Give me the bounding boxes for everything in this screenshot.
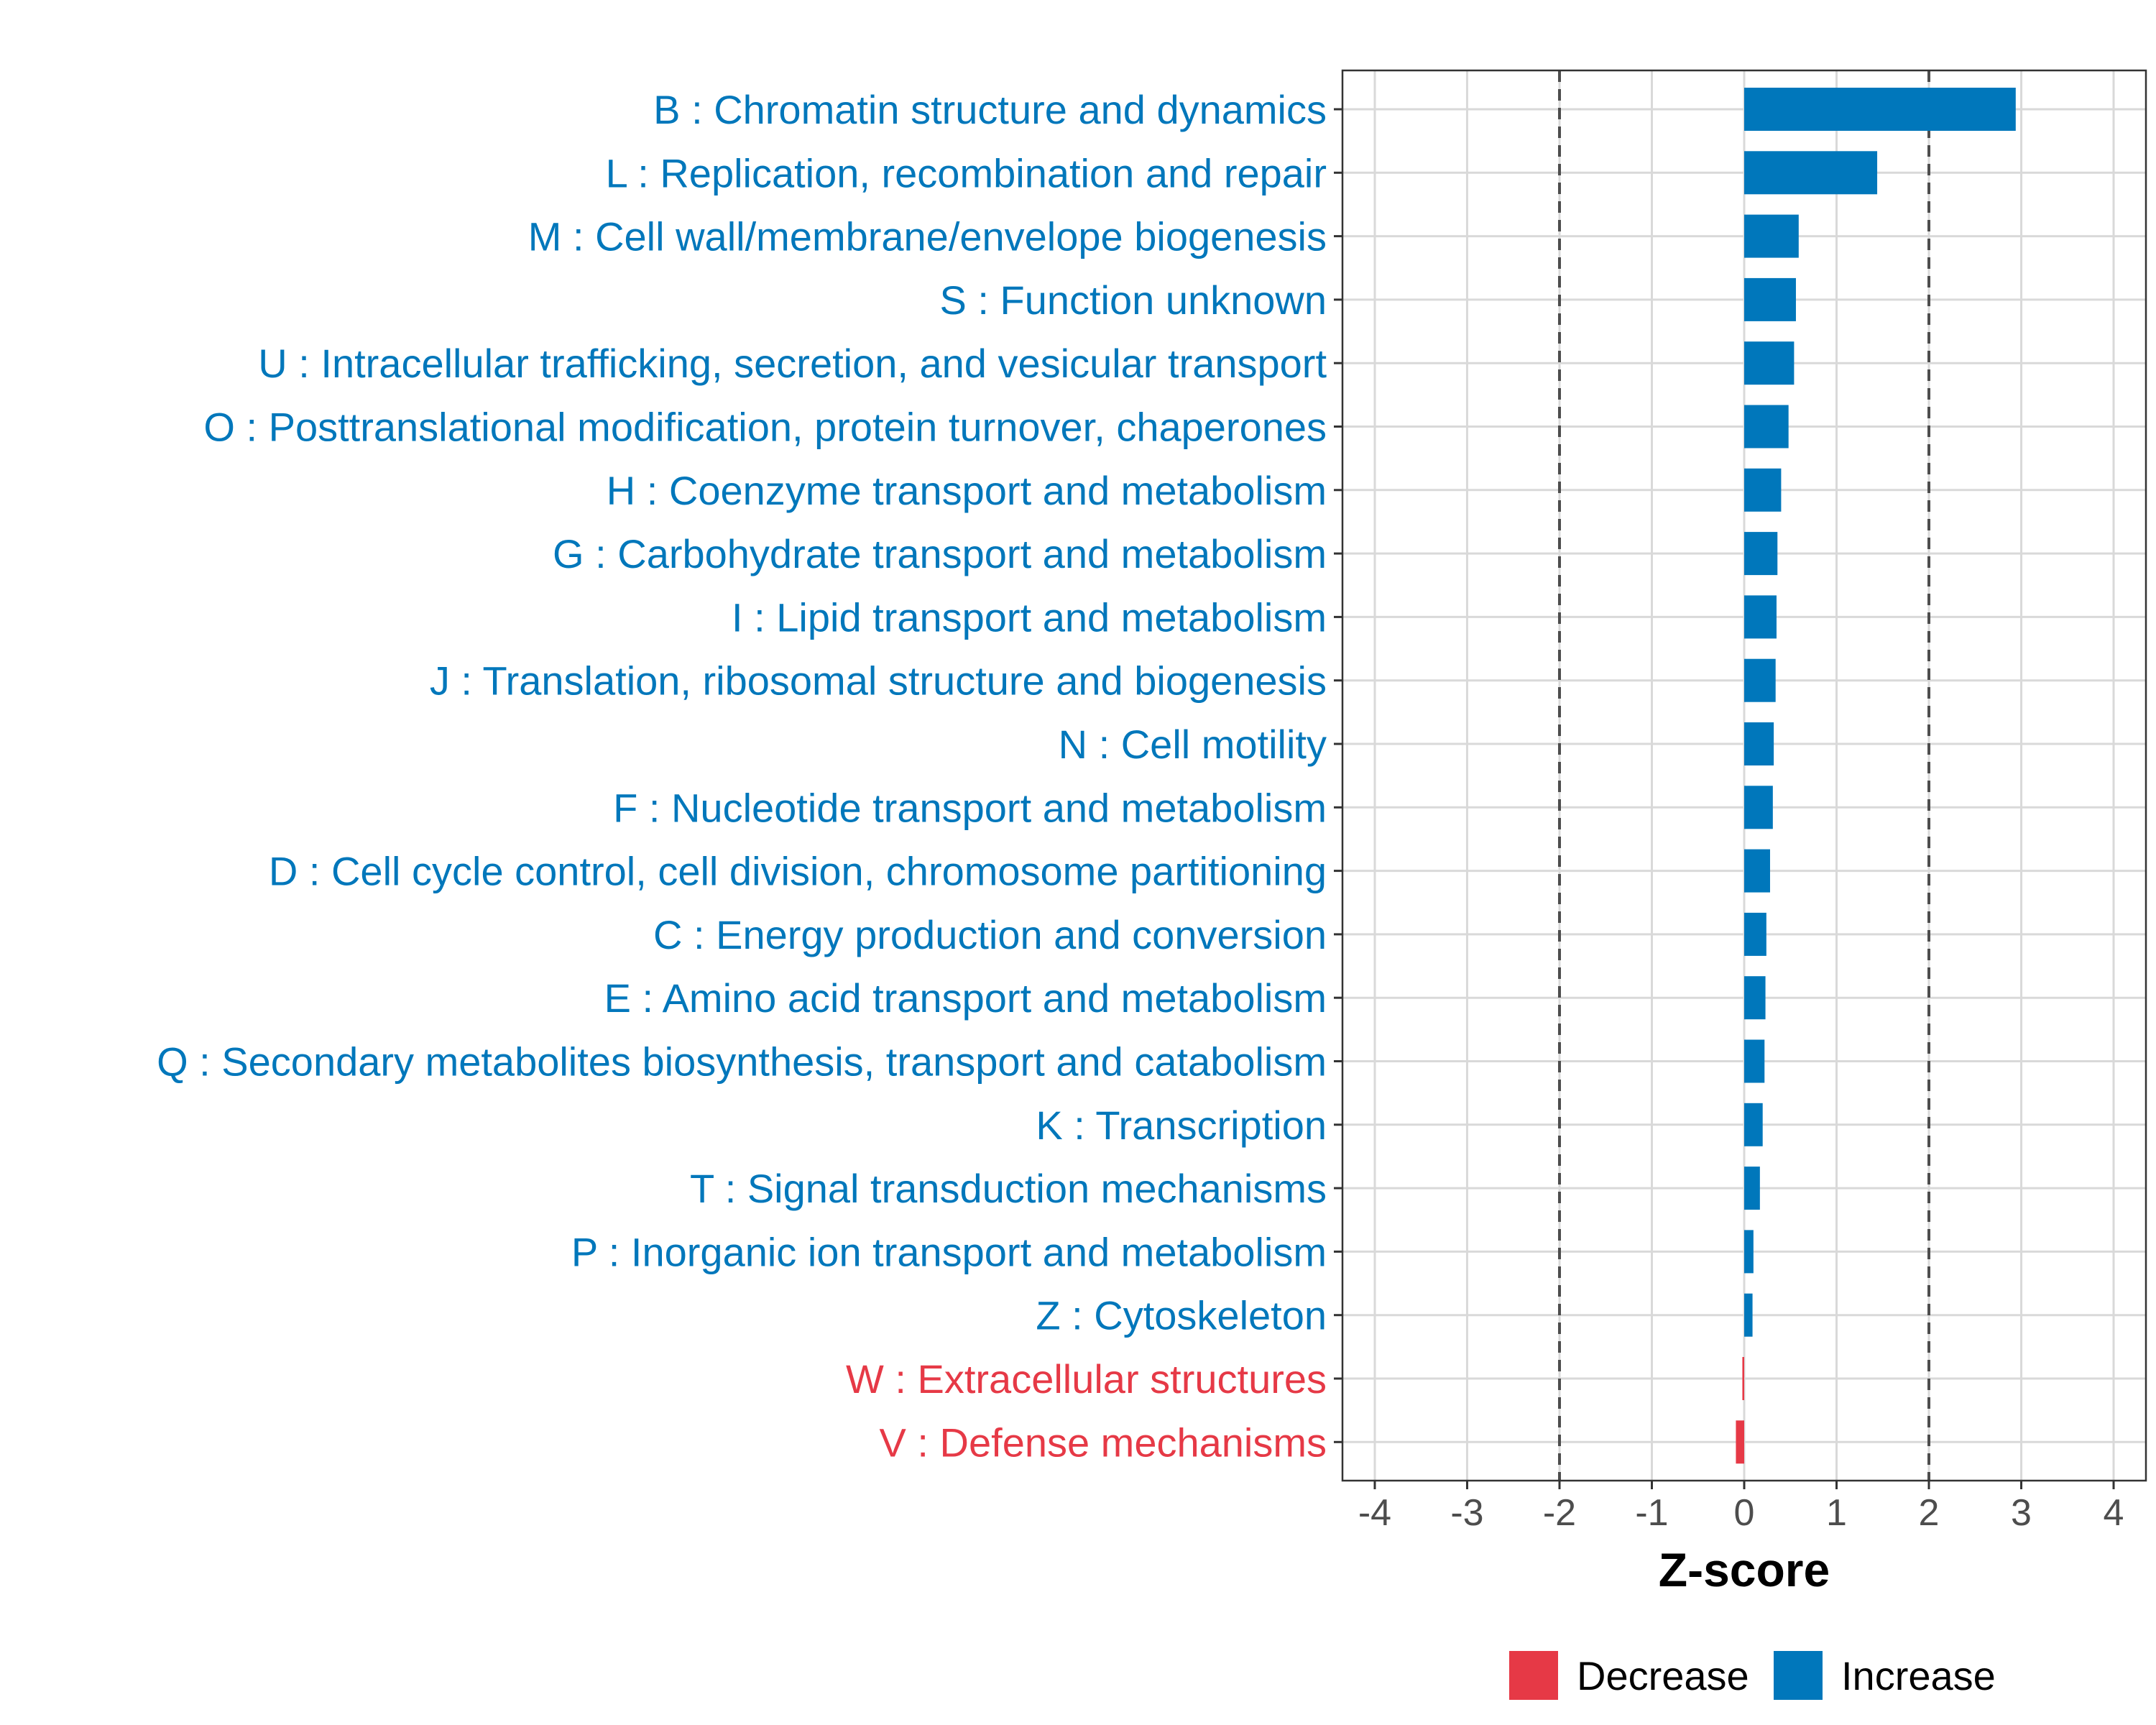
bar	[1744, 277, 1796, 321]
bar	[1744, 786, 1773, 829]
bar	[1742, 1357, 1744, 1400]
reference-lines	[1557, 70, 1931, 1481]
category-label: C : Energy production and conversion	[653, 912, 1327, 957]
category-label: V : Defense mechanisms	[880, 1420, 1327, 1465]
x-tick-label: 4	[2104, 1492, 2124, 1534]
y-axis-labels: B : Chromatin structure and dynamics L : …	[157, 87, 1327, 1465]
x-tick-label: 3	[2011, 1492, 2032, 1534]
category-label: J : Translation, ribosomal structure and…	[430, 658, 1327, 704]
x-tick-label: 2	[1919, 1492, 1940, 1534]
category-label: W : Extracellular structures	[846, 1356, 1327, 1402]
category-label: B : Chromatin structure and dynamics	[653, 87, 1327, 132]
x-tick-label: -2	[1543, 1492, 1576, 1534]
category-label: M : Cell wall/membrane/envelope biogenes…	[528, 214, 1327, 259]
category-label: H : Coenzyme transport and metabolism	[607, 468, 1327, 513]
category-label: K : Transcription	[1036, 1103, 1327, 1148]
bar	[1744, 595, 1777, 639]
legend-swatch-decrease	[1509, 1651, 1558, 1700]
bars	[1736, 88, 2016, 1464]
category-label: Q : Secondary metabolites biosynthesis, …	[157, 1039, 1327, 1085]
x-tick-label: -4	[1358, 1492, 1391, 1534]
bar	[1744, 1167, 1760, 1210]
bar	[1736, 1420, 1744, 1464]
bar	[1744, 214, 1799, 258]
category-label: S : Function unknown	[939, 277, 1327, 323]
bar	[1744, 151, 1878, 195]
category-label: I : Lipid transport and metabolism	[732, 594, 1327, 640]
category-label: Z : Cytoskeleton	[1036, 1293, 1327, 1338]
bar	[1744, 1103, 1763, 1146]
category-label: G : Carbohydrate transport and metabolis…	[553, 531, 1327, 576]
bar	[1744, 1039, 1765, 1083]
bar	[1744, 1293, 1753, 1337]
x-axis-title: Z-score	[1659, 1543, 1830, 1596]
x-tick-label: -3	[1450, 1492, 1483, 1534]
bar	[1744, 468, 1782, 512]
category-label: N : Cell motility	[1059, 722, 1327, 767]
bar	[1744, 405, 1789, 448]
bar	[1744, 976, 1766, 1020]
x-tick-label: -1	[1635, 1492, 1668, 1534]
category-label: L : Replication, recombination and repai…	[606, 150, 1327, 196]
legend-label-decrease: Decrease	[1577, 1653, 1749, 1698]
bar	[1744, 912, 1766, 956]
legend: Decrease Increase	[1509, 1651, 1996, 1700]
category-label: E : Amino acid transport and metabolism	[604, 975, 1327, 1021]
bar	[1744, 1230, 1754, 1274]
x-tick-label: 1	[1826, 1492, 1847, 1534]
category-label: U : Intracellular trafficking, secretion…	[258, 341, 1327, 386]
x-tick-label: 0	[1734, 1492, 1755, 1534]
bar	[1744, 658, 1776, 702]
category-label: D : Cell cycle control, cell division, c…	[269, 849, 1327, 894]
legend-label-increase: Increase	[1841, 1653, 1996, 1698]
legend-swatch-increase	[1774, 1651, 1823, 1700]
bar	[1744, 341, 1795, 385]
x-axis-ticks: -4 -3 -2 -1 0 1 2 3 4	[1358, 1481, 2124, 1534]
bar	[1744, 849, 1770, 893]
category-label: T : Signal transduction mechanisms	[690, 1166, 1327, 1211]
bar	[1744, 532, 1778, 576]
bar	[1744, 722, 1774, 765]
category-label: P : Inorganic ion transport and metaboli…	[571, 1229, 1327, 1274]
y-axis-ticks	[1334, 108, 1342, 1443]
category-label: O : Posttranslational modification, prot…	[203, 405, 1327, 450]
category-label: F : Nucleotide transport and metabolism	[613, 785, 1327, 830]
bar	[1744, 88, 2016, 131]
